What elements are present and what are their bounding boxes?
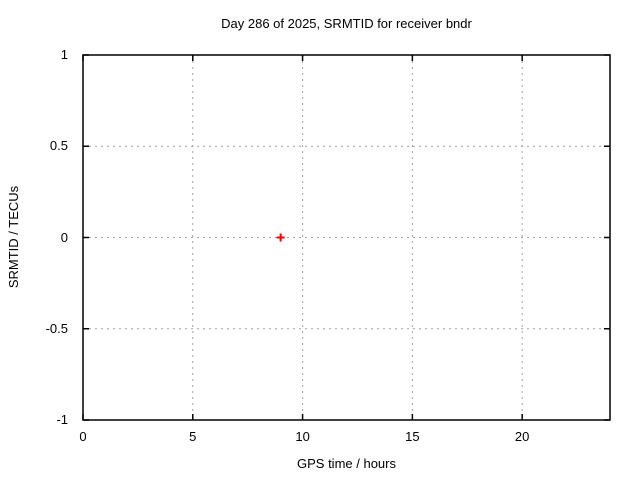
y-tick-label: -1 (56, 412, 68, 427)
x-tick-label: 15 (405, 429, 420, 444)
y-tick-label: -0.5 (45, 320, 68, 336)
x-tick-label: 0 (79, 429, 87, 444)
x-tick-label: 20 (514, 429, 530, 444)
y-tick-label: 0 (60, 229, 68, 245)
y-tick-label: 1 (60, 47, 68, 62)
y-tick-label: 0.5 (49, 138, 68, 154)
x-tick-label: 5 (189, 429, 197, 444)
chart-title: Day 286 of 2025, SRMTID for receiver bnd… (221, 16, 472, 31)
x-axis-label: GPS time / hours (297, 456, 396, 471)
x-tick-label: 10 (295, 429, 310, 444)
